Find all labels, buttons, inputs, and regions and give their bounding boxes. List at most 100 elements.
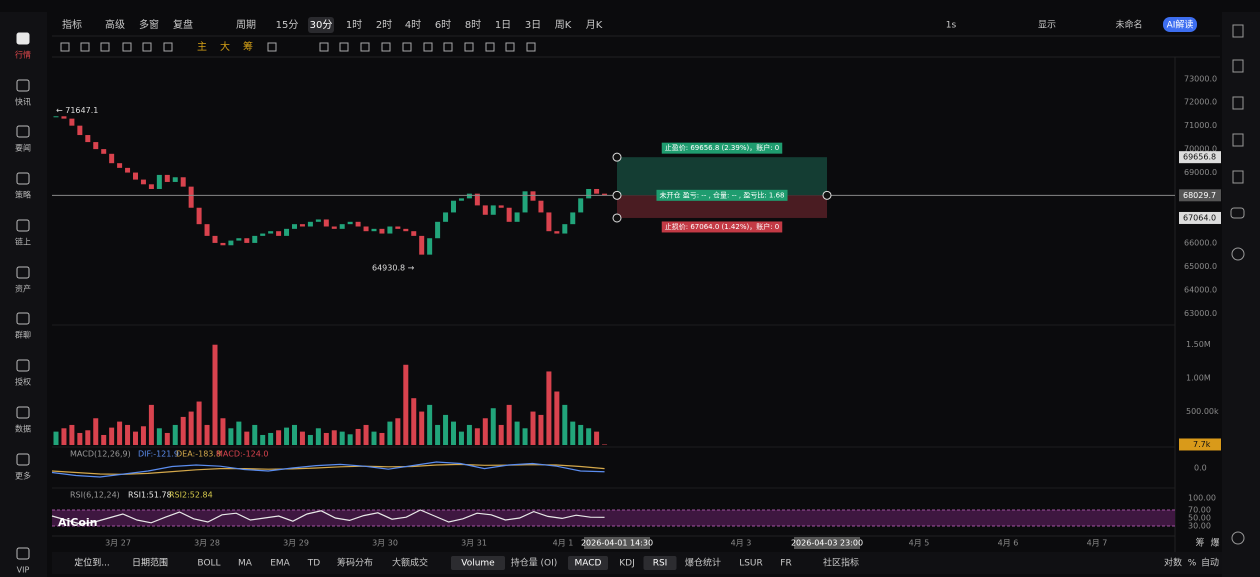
volume-bar (530, 411, 536, 445)
tool-icon (526, 42, 536, 52)
candle (490, 205, 496, 215)
rsi-tick: 30.00 (1188, 522, 1211, 531)
volume-bar (204, 424, 210, 445)
position-label: 未开仓 盈亏: -- , 仓量: -- , 盈亏比: 1.68 (659, 190, 784, 199)
sidebar-label[interactable]: 授权 (15, 377, 31, 387)
macd-tick: 0.0 (1194, 464, 1207, 473)
sidebar-label[interactable]: 行情 (15, 50, 31, 60)
toolbar-item[interactable]: 6时 (435, 19, 451, 31)
toolbar-item[interactable]: 月K (586, 19, 603, 31)
bottom-right[interactable]: 自动 (1201, 557, 1219, 569)
bottom-left[interactable]: 日期范围 (132, 557, 168, 569)
sidebar-label[interactable]: 快讯 (15, 97, 31, 107)
tool-icon (505, 42, 515, 52)
toolbar-item[interactable]: 4时 (405, 19, 421, 31)
indicator-item[interactable]: MA (238, 559, 253, 569)
handle[interactable] (612, 213, 622, 223)
sidebar-label[interactable]: 策略 (15, 190, 31, 200)
sidebar-label[interactable]: 资产 (15, 284, 31, 294)
candle (69, 118, 75, 126)
toolbar-item[interactable]: 1时 (346, 19, 362, 31)
candle (522, 191, 528, 213)
indicator-item[interactable]: 持仓量 (OI) (511, 557, 558, 569)
indicator-item[interactable]: Volume (461, 559, 495, 569)
indicator-item[interactable]: MACD (575, 559, 602, 569)
toolbar-item[interactable]: 1日 (495, 20, 511, 31)
toolbar-item[interactable]: 3日 (525, 20, 541, 31)
indicator-item[interactable]: KDJ (619, 559, 635, 569)
indicator-item[interactable]: BOLL (197, 559, 220, 569)
corner-label[interactable]: 爆 (1210, 537, 1219, 549)
indicator-item[interactable]: RSI (653, 559, 668, 569)
toolbar-item[interactable]: 多窗 (139, 18, 159, 31)
handle[interactable] (612, 152, 622, 162)
draw-tool[interactable]: 筹 (243, 40, 253, 53)
toolbar-item[interactable]: 15分 (276, 19, 299, 31)
candle (204, 224, 210, 236)
volume-bar (347, 434, 353, 445)
indicator-item[interactable]: TD (307, 559, 320, 569)
indicator-item[interactable]: 大额成交 (392, 557, 428, 569)
icon (1232, 59, 1244, 73)
candle (307, 221, 313, 227)
bottom-right[interactable]: 对数 (1164, 557, 1182, 569)
volume-bar (77, 432, 83, 445)
toolbar-item[interactable]: 高级 (105, 18, 125, 31)
tool-icon (402, 42, 412, 52)
price-tag (1179, 211, 1221, 224)
indicator-item[interactable]: 社区指标 (823, 557, 859, 569)
sidebar-label[interactable]: VIP (17, 566, 30, 575)
volume-bar (443, 414, 449, 445)
toolbar-right[interactable]: 1s (946, 21, 957, 31)
toolbar-item[interactable]: 周K (555, 19, 572, 31)
take-profit-zone (617, 157, 827, 196)
toolbar-item[interactable]: 2时 (376, 19, 392, 31)
candle (109, 153, 115, 164)
toolbar-item[interactable]: 指标 (62, 18, 82, 31)
volume-bar (307, 434, 313, 445)
indicator-item[interactable]: LSUR (739, 559, 763, 569)
sidebar-label[interactable]: 链上 (15, 237, 31, 247)
low-label: 64930.8 → (372, 264, 415, 273)
date-tag (584, 537, 650, 549)
sidebar-icon (16, 359, 30, 372)
sidebar-label[interactable]: 要闻 (15, 144, 31, 153)
candle (530, 191, 536, 201)
sidebar-label[interactable]: 更多 (15, 471, 31, 481)
rsi-legend: RSI1:51.78 (128, 491, 172, 500)
toolbar-item[interactable]: 30分 (310, 19, 333, 31)
indicator-item[interactable]: 筹码分布 (337, 557, 373, 569)
toolbar-item[interactable]: 周期 (236, 19, 256, 31)
sidebar-label[interactable]: 群聊 (15, 330, 31, 340)
volume-bar (220, 418, 226, 445)
bottom-right[interactable]: % (1188, 559, 1197, 569)
toolbar-item[interactable]: 复盘 (173, 18, 193, 31)
indicator-item[interactable]: EMA (270, 559, 290, 569)
toolbar-right[interactable]: 显示 (1038, 20, 1056, 31)
icon (1231, 247, 1245, 261)
draw-tool[interactable]: 大 (220, 40, 230, 53)
corner-label[interactable]: 筹 (1195, 537, 1204, 549)
sidebar-label[interactable]: 数据 (15, 424, 31, 434)
candle (602, 193, 608, 196)
candle (148, 184, 154, 189)
handle[interactable] (612, 190, 622, 200)
tool-icon (423, 42, 433, 52)
toolbar-item[interactable]: 8时 (465, 19, 481, 31)
candle (355, 221, 361, 227)
toolbar-right[interactable]: 未命名 (1115, 19, 1142, 31)
toolbar-right[interactable]: AI解读 (1167, 19, 1194, 31)
handle[interactable] (822, 190, 832, 200)
volume-bar (419, 411, 425, 445)
candle (570, 212, 576, 225)
sidebar-icon (16, 125, 30, 138)
indicator-item[interactable]: FR (780, 559, 791, 569)
indicator-item[interactable]: 爆仓统计 (685, 557, 721, 569)
volume-bar (133, 431, 138, 445)
volume-bar (546, 371, 552, 445)
candle (474, 193, 480, 206)
bottom-left[interactable]: 定位到... (74, 557, 110, 569)
draw-tool[interactable]: 主 (197, 41, 207, 53)
candle (363, 226, 369, 232)
